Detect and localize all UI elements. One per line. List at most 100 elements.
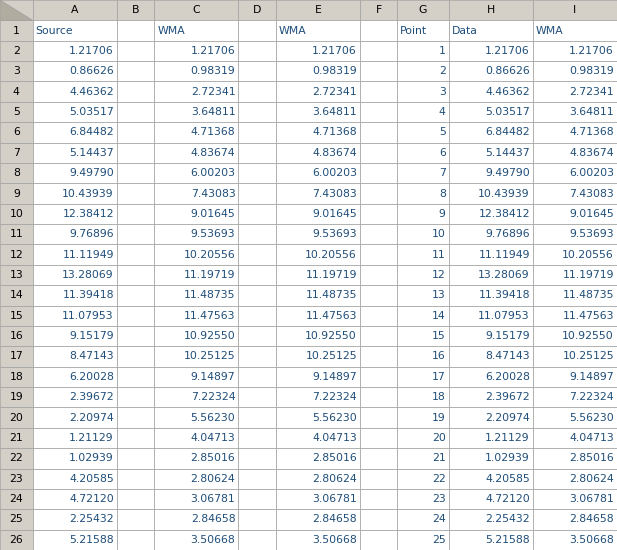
Bar bbox=[449, 530, 533, 550]
Bar bbox=[397, 122, 449, 142]
Bar bbox=[33, 448, 117, 469]
Bar bbox=[117, 428, 154, 448]
Text: 8.47143: 8.47143 bbox=[485, 351, 530, 361]
Bar bbox=[533, 530, 617, 550]
Bar bbox=[0, 408, 33, 428]
Text: WMA: WMA bbox=[536, 25, 563, 36]
Text: 2.80624: 2.80624 bbox=[312, 474, 357, 483]
Bar bbox=[117, 224, 154, 244]
Bar bbox=[238, 306, 276, 326]
Bar bbox=[238, 41, 276, 61]
Text: 13.28069: 13.28069 bbox=[478, 270, 530, 280]
Bar bbox=[397, 387, 449, 408]
Bar bbox=[397, 61, 449, 81]
Bar bbox=[33, 469, 117, 489]
Bar bbox=[276, 20, 360, 41]
Bar bbox=[397, 81, 449, 102]
Bar bbox=[360, 326, 397, 346]
Bar bbox=[276, 509, 360, 530]
Bar bbox=[397, 408, 449, 428]
Bar bbox=[33, 61, 117, 81]
Bar bbox=[533, 489, 617, 509]
Text: 6: 6 bbox=[13, 128, 20, 138]
Bar bbox=[360, 530, 397, 550]
Bar bbox=[360, 0, 397, 20]
Polygon shape bbox=[0, 0, 33, 20]
Text: 2.80624: 2.80624 bbox=[569, 474, 614, 483]
Text: 15: 15 bbox=[432, 331, 445, 341]
Text: 9.76896: 9.76896 bbox=[69, 229, 114, 239]
Bar bbox=[117, 265, 154, 285]
Bar bbox=[276, 224, 360, 244]
Bar bbox=[238, 489, 276, 509]
Bar bbox=[360, 408, 397, 428]
Bar bbox=[0, 367, 33, 387]
Bar bbox=[0, 244, 33, 265]
Bar bbox=[238, 0, 276, 20]
Text: 16: 16 bbox=[432, 351, 445, 361]
Bar bbox=[33, 244, 117, 265]
Bar bbox=[33, 346, 117, 367]
Text: 9.01645: 9.01645 bbox=[569, 209, 614, 219]
Bar bbox=[0, 285, 33, 306]
Bar bbox=[154, 367, 238, 387]
Bar bbox=[117, 204, 154, 224]
Text: 12: 12 bbox=[432, 270, 445, 280]
Bar bbox=[0, 346, 33, 367]
Bar bbox=[117, 509, 154, 530]
Bar bbox=[397, 265, 449, 285]
Text: 1.21706: 1.21706 bbox=[569, 46, 614, 56]
Bar bbox=[276, 0, 360, 20]
Bar bbox=[449, 346, 533, 367]
Text: 11.48735: 11.48735 bbox=[184, 290, 236, 300]
Text: 4.71368: 4.71368 bbox=[312, 128, 357, 138]
Bar bbox=[397, 20, 449, 41]
Text: 11: 11 bbox=[432, 250, 445, 260]
Bar bbox=[0, 183, 33, 204]
Bar bbox=[360, 346, 397, 367]
Text: 21: 21 bbox=[432, 453, 445, 463]
Bar bbox=[360, 469, 397, 489]
Bar bbox=[533, 448, 617, 469]
Bar bbox=[449, 102, 533, 122]
Text: 7.22324: 7.22324 bbox=[312, 392, 357, 402]
Bar bbox=[449, 122, 533, 142]
Bar bbox=[33, 326, 117, 346]
Text: 15: 15 bbox=[9, 311, 23, 321]
Text: 1.21706: 1.21706 bbox=[69, 46, 114, 56]
Bar bbox=[397, 183, 449, 204]
Bar bbox=[117, 469, 154, 489]
Text: 18: 18 bbox=[432, 392, 445, 402]
Bar bbox=[360, 142, 397, 163]
Bar bbox=[0, 41, 33, 61]
Bar bbox=[33, 142, 117, 163]
Text: 2.20974: 2.20974 bbox=[485, 412, 530, 422]
Bar bbox=[33, 41, 117, 61]
Bar bbox=[276, 142, 360, 163]
Bar bbox=[154, 530, 238, 550]
Text: 17: 17 bbox=[432, 372, 445, 382]
Text: 10.25125: 10.25125 bbox=[562, 351, 614, 361]
Bar bbox=[154, 408, 238, 428]
Bar bbox=[360, 183, 397, 204]
Bar bbox=[533, 41, 617, 61]
Bar bbox=[276, 265, 360, 285]
Text: 2.85016: 2.85016 bbox=[191, 453, 236, 463]
Bar bbox=[0, 489, 33, 509]
Bar bbox=[0, 204, 33, 224]
Text: 22: 22 bbox=[432, 474, 445, 483]
Bar bbox=[360, 367, 397, 387]
Bar bbox=[533, 122, 617, 142]
Text: 26: 26 bbox=[9, 535, 23, 545]
Bar bbox=[276, 41, 360, 61]
Text: 3.50668: 3.50668 bbox=[191, 535, 236, 545]
Bar bbox=[117, 346, 154, 367]
Text: 16: 16 bbox=[9, 331, 23, 341]
Text: 11.39418: 11.39418 bbox=[62, 290, 114, 300]
Bar bbox=[0, 81, 33, 102]
Bar bbox=[238, 265, 276, 285]
Bar bbox=[360, 489, 397, 509]
Bar bbox=[154, 489, 238, 509]
Text: 4.71368: 4.71368 bbox=[569, 128, 614, 138]
Text: 10.92550: 10.92550 bbox=[305, 331, 357, 341]
